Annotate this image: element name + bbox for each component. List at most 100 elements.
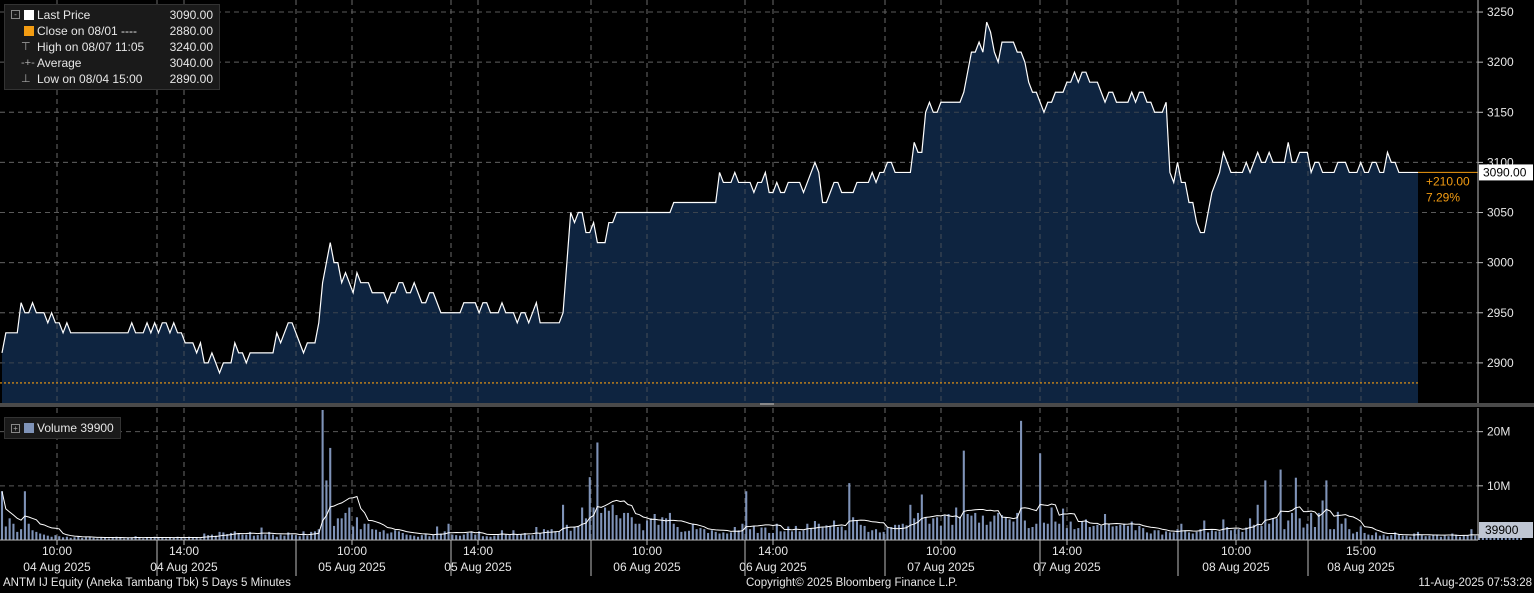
volume-bar (153, 536, 156, 540)
volume-bar (88, 536, 91, 540)
volume-bar (508, 535, 511, 541)
volume-bar (684, 531, 687, 540)
volume-bar (1123, 523, 1126, 540)
volume-bar (661, 517, 664, 540)
volume-bar (955, 507, 958, 540)
volume-bar (810, 528, 813, 540)
volume-bar (958, 516, 962, 540)
volume-bar (222, 532, 225, 540)
collapse-icon[interactable]: + (11, 424, 20, 433)
volume-bar (302, 531, 305, 540)
volume-bar (626, 512, 629, 540)
volume-bar (878, 532, 881, 540)
volume-bar (1012, 521, 1015, 540)
volume-bar (993, 515, 996, 541)
volume-bar (565, 524, 568, 540)
volume-bar (1000, 515, 1004, 540)
volume-bar (1214, 531, 1217, 540)
volume-bar (1042, 522, 1046, 540)
legend-average[interactable]: -+- Average 3040.00 (5, 55, 219, 71)
low-marker-icon: ⊥ (21, 73, 31, 85)
volume-bar (260, 527, 263, 540)
volume-bar (172, 537, 175, 540)
volume-bar (520, 534, 523, 540)
date-tick-label: 08 Aug 2025 (1202, 560, 1270, 574)
legend-low[interactable]: ⊥ Low on 08/04 15:00 2890.00 (5, 71, 219, 87)
volume-bar (1138, 525, 1141, 540)
volume-bar (287, 532, 290, 540)
volume-bar (397, 531, 400, 540)
price-tick-label: 2900 (1487, 356, 1514, 370)
volume-bar (1073, 529, 1076, 540)
volume-bar (966, 514, 969, 540)
volume-bar (1436, 534, 1439, 540)
volume-bar (1226, 527, 1229, 540)
legend-label: High on 08/07 11:05 (37, 40, 145, 54)
volume-bar (783, 531, 786, 540)
volume-bar (1397, 534, 1400, 540)
volume-bar (848, 483, 851, 541)
volume-bar (176, 536, 179, 540)
volume-bar (130, 537, 133, 540)
volume-bar (493, 535, 496, 540)
volume-bar (836, 527, 839, 540)
volume-bar (329, 447, 332, 540)
volume-bar (413, 535, 416, 540)
volume-bar (1420, 535, 1423, 541)
volume-bar (1458, 536, 1462, 540)
volume-bar (447, 523, 450, 540)
volume-bar (1191, 533, 1194, 540)
volume-bar (1401, 535, 1404, 540)
volume-bar (333, 525, 336, 540)
volume-bar (588, 477, 591, 540)
volume-bar (1008, 519, 1011, 540)
volume-bar (775, 523, 778, 540)
volume-bar (340, 518, 343, 540)
volume-bar (500, 530, 504, 540)
legend-last-price[interactable]: - Last Price 3090.00 (5, 7, 219, 23)
volume-bar (523, 532, 526, 540)
volume-bar (1103, 514, 1107, 540)
volume-bar (31, 530, 34, 540)
volume-bar (478, 531, 481, 540)
volume-bar (470, 531, 473, 540)
volume-bar (1394, 532, 1397, 540)
collapse-icon[interactable]: - (11, 10, 20, 19)
volume-bar (894, 524, 897, 540)
volume-tag: 39900 (1479, 522, 1533, 538)
volume-bar (81, 537, 84, 540)
legend-close[interactable]: Close on 08/01 ---- 2880.00 (5, 23, 219, 39)
close-swatch (24, 26, 34, 36)
average-marker-icon: -+- (21, 57, 35, 69)
volume-bar (344, 512, 347, 540)
legend-value: 2880.00 (169, 24, 213, 38)
legend-high[interactable]: ⊤ High on 08/07 11:05 3240.00 (5, 39, 219, 55)
volume-bar (1439, 536, 1442, 540)
volume-bar (546, 530, 549, 540)
volume-bar (642, 530, 645, 540)
volume-bar (672, 523, 675, 540)
last-price-tag-box (1479, 164, 1533, 181)
volume-bar (978, 522, 981, 540)
volume-bar (1416, 531, 1420, 541)
volume-bar (645, 520, 649, 540)
volume-bar (939, 525, 942, 540)
volume-bar (1081, 521, 1084, 540)
volume-bar (134, 536, 137, 540)
volume-bar (852, 517, 855, 540)
volume-bar (752, 526, 755, 540)
volume-bar (890, 527, 893, 540)
volume-bar (909, 504, 912, 540)
volume-bar (569, 530, 572, 540)
volume-bar (462, 534, 465, 540)
volume-bar (745, 491, 748, 540)
volume-legend[interactable]: + Volume 39900 (4, 417, 121, 439)
volume-bar (268, 531, 271, 541)
volume-bar (1031, 527, 1034, 540)
volume-bar (458, 535, 462, 540)
volume-bar (382, 530, 385, 540)
volume-tick-label: 20M (1487, 425, 1510, 439)
volume-bar (16, 531, 19, 541)
volume-bar (264, 534, 267, 540)
volume-bar (611, 504, 614, 540)
